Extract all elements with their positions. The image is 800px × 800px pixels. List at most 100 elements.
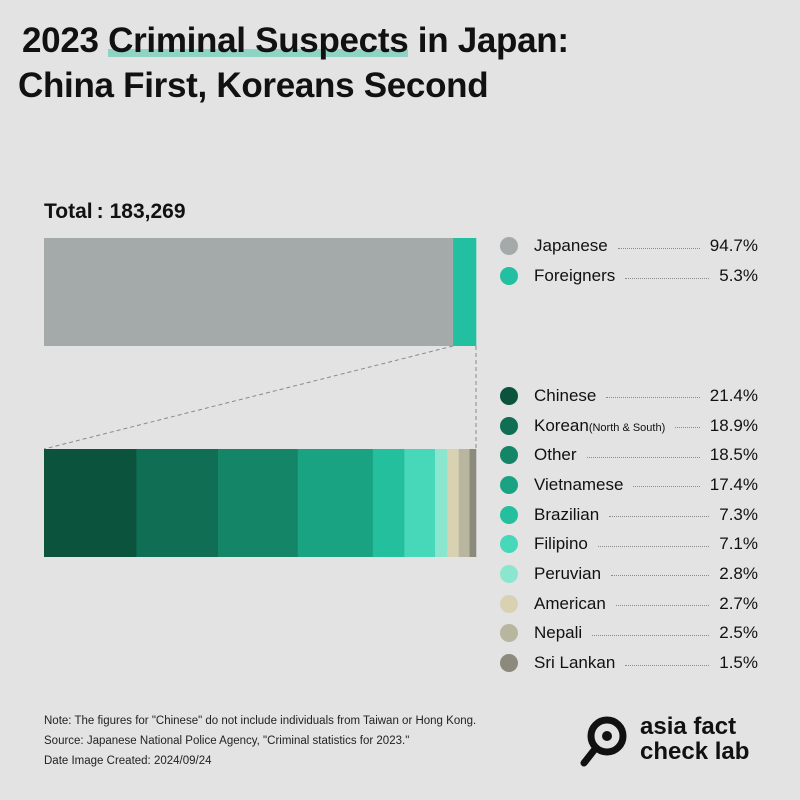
bar-foreigners-breakdown: [44, 449, 477, 557]
legend-leader: [586, 456, 700, 458]
legend-name: Foreigners: [534, 266, 616, 285]
legend-item-sri-lankan: Sri Lankan 1.5%: [500, 648, 758, 678]
legend-leader: [606, 397, 700, 399]
note-line: Note: The figures for "Chinese" do not i…: [44, 715, 477, 727]
legend-label: Peruvian: [534, 564, 601, 584]
legend-value: 18.9%: [709, 415, 758, 435]
total-separator: :: [96, 200, 104, 223]
legend-swatch: [500, 654, 518, 673]
legend-name: Filipino: [534, 534, 588, 554]
title-part1: 2023: [22, 21, 109, 60]
legend-leader: [609, 516, 710, 518]
legend-value: 18.5%: [709, 445, 758, 465]
logo-line1: asia fact: [640, 713, 737, 740]
legend-leader: [617, 247, 700, 249]
logo-text: asia fact check lab: [640, 714, 749, 764]
legend-name: American: [534, 593, 606, 613]
legend-name: Nepali: [534, 623, 583, 643]
legend-value: 2.5%: [719, 623, 758, 643]
legend-name: Korean: [534, 415, 589, 435]
legend-name: Vietnamese: [534, 474, 624, 494]
logo: asia fact check lab: [580, 714, 770, 770]
legend-label: Foreigners: [534, 266, 615, 286]
legend-item-peruvian: Peruvian 2.8%: [500, 559, 758, 589]
connector-left: [43, 345, 454, 450]
legend-overall: Japanese 94.7% Foreigners 5.3%: [500, 231, 758, 291]
legend-label: Sri Lankan: [534, 653, 615, 673]
legend-name: Brazilian: [534, 504, 600, 524]
legend-item-other: Other 18.5%: [500, 440, 758, 470]
bar-segment-foreigners: [453, 238, 477, 346]
bar-segment-korean: [136, 449, 219, 557]
legend-swatch: [500, 416, 518, 435]
legend-value: 21.4%: [709, 385, 758, 405]
total-label: Total:183,269: [44, 200, 186, 224]
legend-item-japanese: Japanese 94.7%: [500, 231, 758, 261]
legend-leader: [592, 634, 710, 636]
bar-overall: [44, 238, 477, 346]
legend-name: Other: [534, 445, 577, 465]
total-value: 183,269: [109, 200, 186, 223]
legend-label: Japanese: [534, 236, 608, 256]
legend-name: Japanese: [534, 236, 608, 255]
legend-label: Other: [534, 445, 577, 465]
legend-swatch: [500, 475, 518, 494]
bar-segment-nepali: [458, 449, 470, 557]
legend-name: Peruvian: [534, 563, 602, 583]
source-line: Source: Japanese National Police Agency,…: [44, 735, 410, 747]
legend-leader: [625, 664, 710, 666]
legend-swatch: [500, 564, 518, 583]
total-text: Total: [44, 200, 93, 223]
title-part2: in Japan:: [408, 21, 569, 60]
legend-subtitle: (North & South): [588, 421, 666, 434]
legend-item-brazilian: Brazilian 7.3%: [500, 500, 758, 530]
bar-segment-japanese: [44, 238, 454, 346]
legend-leader: [633, 486, 700, 488]
legend-foreigners: Chinese 21.4% Korean(North & South) 18.9% Ot…: [500, 381, 758, 678]
legend-label: Brazilian: [534, 505, 599, 525]
legend-swatch: [500, 594, 518, 613]
date-line: Date Image Created: 2024/09/24: [44, 755, 212, 767]
legend-label: American: [534, 594, 606, 614]
footnotes: Note: The figures for "Chinese" do not i…: [44, 711, 476, 771]
legend-value: 2.8%: [719, 563, 758, 583]
legend-leader: [615, 605, 710, 607]
legend-value: 1.5%: [719, 653, 758, 673]
bar-segment-brazilian: [372, 449, 405, 557]
legend-swatch: [500, 505, 518, 524]
bar-segment-american: [447, 449, 460, 557]
legend-value: 5.3%: [719, 266, 758, 285]
legend-label: Nepali: [534, 623, 582, 643]
legend-leader: [625, 277, 710, 279]
legend-item-chinese: Chinese 21.4%: [500, 381, 758, 411]
legend-value: 7.3%: [719, 504, 758, 524]
title-highlight: Criminal Suspects: [108, 21, 409, 60]
bar-segment-other: [217, 449, 299, 557]
logo-line2: check lab: [640, 738, 750, 765]
legend-swatch: [500, 624, 518, 643]
legend-item-foreigners: Foreigners 5.3%: [500, 261, 758, 291]
legend-label: Chinese: [534, 386, 596, 406]
legend-swatch: [500, 386, 518, 405]
legend-swatch: [500, 267, 518, 285]
zoom-connectors: [43, 345, 477, 450]
legend-leader: [611, 575, 710, 577]
legend-label: Vietnamese: [534, 475, 623, 495]
legend-swatch: [500, 446, 518, 465]
bar-segment-chinese: [44, 449, 137, 557]
legend-swatch: [500, 237, 518, 255]
legend-label: Filipino: [534, 534, 588, 554]
legend-item-american: American 2.7%: [500, 589, 758, 619]
bar-segment-vietnamese: [297, 449, 374, 557]
legend-item-filipino: Filipino 7.1%: [500, 529, 758, 559]
bar-segment-peruvian: [435, 449, 448, 557]
legend-item-vietnamese: Vietnamese 17.4%: [500, 470, 758, 500]
chart-title: 2023 Criminal Suspects in Japan: China F…: [18, 18, 569, 108]
legend-swatch: [500, 535, 518, 554]
legend-leader: [675, 427, 700, 429]
legend-name: Chinese: [534, 385, 597, 405]
bar-segment-sri-lankan: [469, 449, 477, 557]
legend-value: 94.7%: [709, 236, 758, 255]
legend-name: Sri Lankan: [534, 653, 616, 673]
